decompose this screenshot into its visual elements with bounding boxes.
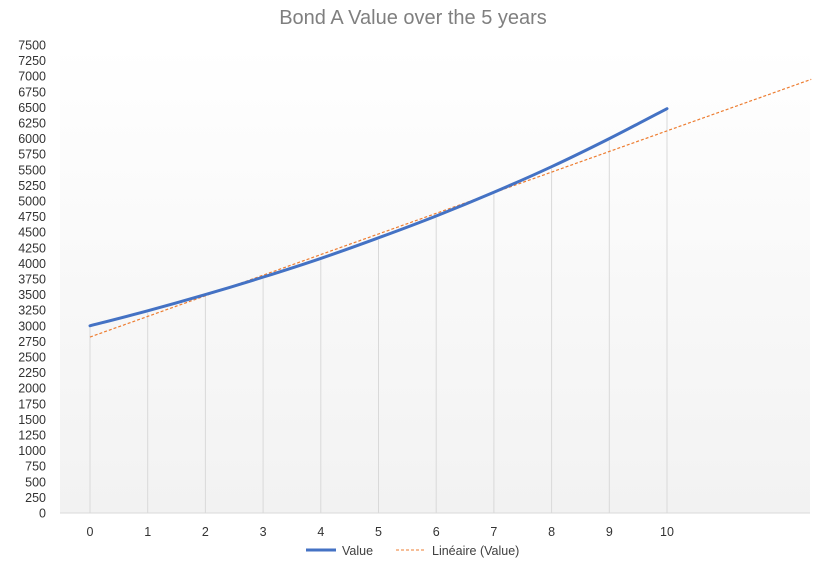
y-tick-label: 1000 — [18, 444, 46, 458]
x-tick-label: 10 — [660, 525, 674, 539]
y-tick-label: 2000 — [18, 382, 46, 396]
y-tick-label: 4750 — [18, 210, 46, 224]
data-point — [550, 165, 553, 168]
y-tick-label: 6750 — [18, 85, 46, 99]
y-tick-label: 7500 — [18, 39, 46, 53]
data-point — [319, 257, 322, 260]
data-point — [89, 324, 92, 327]
y-tick-label: 1500 — [18, 413, 46, 427]
y-tick-label: 4500 — [18, 226, 46, 240]
x-tick-label: 1 — [144, 525, 151, 539]
data-point — [262, 276, 265, 279]
y-tick-label: 6500 — [18, 101, 46, 115]
y-tick-label: 3250 — [18, 304, 46, 318]
y-tick-label: 1250 — [18, 429, 46, 443]
x-tick-label: 8 — [548, 525, 555, 539]
y-tick-label: 250 — [25, 491, 46, 505]
y-tick-label: 5750 — [18, 148, 46, 162]
y-tick-label: 4250 — [18, 241, 46, 255]
y-tick-label: 500 — [25, 475, 46, 489]
x-tick-label: 5 — [375, 525, 382, 539]
x-tick-label: 7 — [490, 525, 497, 539]
plot-area — [60, 45, 810, 513]
y-tick-label: 4000 — [18, 257, 46, 271]
y-tick-label: 750 — [25, 460, 46, 474]
x-tick-label: 9 — [606, 525, 613, 539]
data-point — [435, 214, 438, 217]
y-tick-label: 2250 — [18, 366, 46, 380]
x-tick-label: 4 — [317, 525, 324, 539]
x-tick-label: 6 — [433, 525, 440, 539]
y-tick-label: 5000 — [18, 195, 46, 209]
data-point — [146, 309, 149, 312]
y-tick-label: 3500 — [18, 288, 46, 302]
data-point — [666, 107, 669, 110]
y-tick-label: 7250 — [18, 54, 46, 68]
y-tick-label: 6000 — [18, 132, 46, 146]
data-point — [492, 191, 495, 194]
chart-title: Bond A Value over the 5 years — [279, 7, 547, 29]
x-axis-tick-labels: 0 1 2 3 4 5 6 7 8 9 10 — [87, 525, 674, 539]
data-point — [608, 137, 611, 140]
x-tick-label: 2 — [202, 525, 209, 539]
y-tick-label: 2500 — [18, 351, 46, 365]
y-tick-label: 7000 — [18, 70, 46, 84]
x-tick-label: 0 — [87, 525, 94, 539]
series-line-value — [88, 107, 669, 328]
y-tick-label: 5250 — [18, 179, 46, 193]
y-tick-label: 3750 — [18, 273, 46, 287]
series-layer — [88, 107, 669, 328]
y-tick-label: 6250 — [18, 117, 46, 131]
legend-label-value: Value — [342, 544, 373, 558]
y-tick-label: 2750 — [18, 335, 46, 349]
legend-label-trendline: Linéaire (Value) — [432, 544, 519, 558]
y-tick-label: 5500 — [18, 163, 46, 177]
y-tick-label: 1750 — [18, 397, 46, 411]
y-tick-label: 0 — [39, 507, 46, 521]
x-tick-label: 3 — [260, 525, 267, 539]
data-point — [204, 293, 207, 296]
gridlines — [89, 110, 668, 513]
legend: Value Linéaire (Value) — [306, 544, 519, 558]
y-tick-label: 3000 — [18, 319, 46, 333]
data-point — [377, 236, 380, 239]
